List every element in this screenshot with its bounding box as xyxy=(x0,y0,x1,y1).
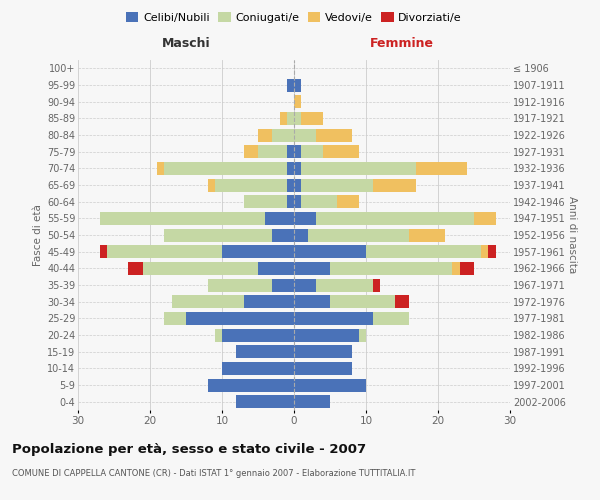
Bar xyxy=(481,245,488,258)
Bar xyxy=(330,262,452,275)
Bar xyxy=(294,228,308,241)
Bar xyxy=(416,162,467,175)
Bar xyxy=(280,112,287,125)
Y-axis label: Fasce di età: Fasce di età xyxy=(32,204,43,266)
Bar xyxy=(258,145,287,158)
Bar xyxy=(337,195,359,208)
Bar xyxy=(244,295,294,308)
Bar xyxy=(294,212,316,225)
Bar xyxy=(164,312,186,325)
Bar xyxy=(258,262,294,275)
Bar xyxy=(301,195,337,208)
Bar xyxy=(100,212,265,225)
Bar xyxy=(373,312,409,325)
Bar xyxy=(474,212,496,225)
Bar xyxy=(236,345,294,358)
Bar xyxy=(294,262,330,275)
Bar xyxy=(294,312,373,325)
Bar xyxy=(287,178,294,192)
Bar xyxy=(452,262,460,275)
Bar xyxy=(294,78,301,92)
Bar xyxy=(409,228,445,241)
Text: Femmine: Femmine xyxy=(370,37,434,50)
Bar xyxy=(294,95,301,108)
Bar xyxy=(366,245,481,258)
Bar xyxy=(323,145,359,158)
Bar xyxy=(143,262,258,275)
Bar xyxy=(107,245,222,258)
Bar xyxy=(272,228,294,241)
Bar xyxy=(301,162,416,175)
Y-axis label: Anni di nascita: Anni di nascita xyxy=(567,196,577,274)
Bar xyxy=(460,262,474,275)
Bar xyxy=(215,328,222,342)
Bar xyxy=(222,245,294,258)
Text: COMUNE DI CAPPELLA CANTONE (CR) - Dati ISTAT 1° gennaio 2007 - Elaborazione TUTT: COMUNE DI CAPPELLA CANTONE (CR) - Dati I… xyxy=(12,469,415,478)
Bar xyxy=(373,178,416,192)
Bar xyxy=(172,295,244,308)
Text: Maschi: Maschi xyxy=(161,37,211,50)
Bar xyxy=(316,278,373,291)
Bar xyxy=(287,162,294,175)
Bar xyxy=(244,195,287,208)
Bar xyxy=(316,128,352,141)
Bar xyxy=(294,278,316,291)
Bar xyxy=(215,178,287,192)
Bar xyxy=(294,345,352,358)
Bar xyxy=(164,162,287,175)
Bar xyxy=(294,362,352,375)
Bar xyxy=(316,212,474,225)
Bar xyxy=(265,212,294,225)
Bar xyxy=(164,228,272,241)
Bar xyxy=(208,278,272,291)
Bar xyxy=(294,245,366,258)
Bar xyxy=(208,178,215,192)
Bar xyxy=(287,195,294,208)
Bar xyxy=(222,328,294,342)
Bar xyxy=(294,128,316,141)
Bar xyxy=(294,395,330,408)
Bar xyxy=(157,162,164,175)
Bar xyxy=(301,178,373,192)
Text: Popolazione per età, sesso e stato civile - 2007: Popolazione per età, sesso e stato civil… xyxy=(12,442,366,456)
Legend: Celibi/Nubili, Coniugati/e, Vedovi/e, Divorziati/e: Celibi/Nubili, Coniugati/e, Vedovi/e, Di… xyxy=(122,8,466,28)
Bar xyxy=(308,228,409,241)
Bar xyxy=(301,112,323,125)
Bar xyxy=(287,112,294,125)
Bar xyxy=(287,145,294,158)
Bar xyxy=(208,378,294,392)
Bar xyxy=(359,328,366,342)
Bar xyxy=(287,78,294,92)
Bar xyxy=(222,362,294,375)
Bar xyxy=(272,278,294,291)
Bar xyxy=(301,145,323,158)
Bar xyxy=(294,328,359,342)
Bar xyxy=(294,162,301,175)
Bar xyxy=(236,395,294,408)
Bar xyxy=(294,112,301,125)
Bar xyxy=(258,128,272,141)
Bar xyxy=(330,295,395,308)
Bar xyxy=(373,278,380,291)
Bar xyxy=(294,195,301,208)
Bar xyxy=(294,295,330,308)
Bar xyxy=(244,145,258,158)
Bar xyxy=(128,262,143,275)
Bar xyxy=(294,378,366,392)
Bar xyxy=(100,245,107,258)
Bar xyxy=(395,295,409,308)
Bar xyxy=(488,245,496,258)
Bar xyxy=(272,128,294,141)
Bar xyxy=(186,312,294,325)
Bar xyxy=(294,145,301,158)
Bar xyxy=(294,178,301,192)
